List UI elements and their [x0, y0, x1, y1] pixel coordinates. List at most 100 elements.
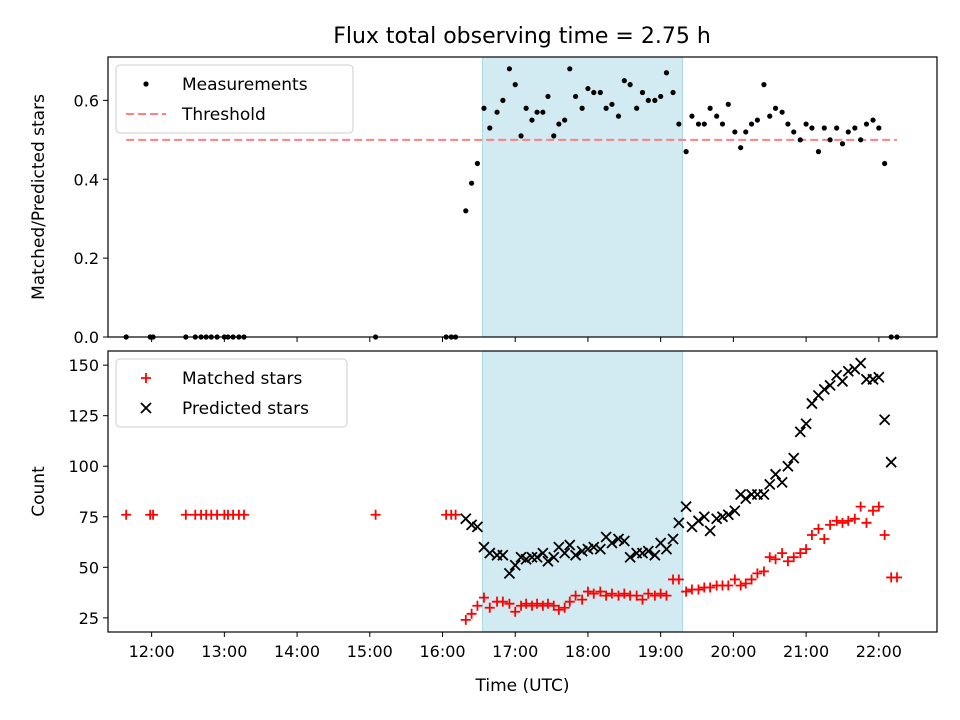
predicted-star-point [484, 547, 496, 559]
top-legend: Measurements Threshold [115, 64, 354, 134]
y-tick-label: 75 [79, 508, 99, 527]
matched-star-point [472, 600, 483, 611]
chart-title: Flux total observing time = 2.75 h [333, 24, 711, 49]
legend-box [115, 358, 348, 428]
matched-star-point [180, 509, 191, 520]
legend-label: Threshold [181, 105, 266, 125]
measurement-point [695, 121, 702, 127]
matched-star-point [484, 602, 495, 613]
matched-star-point [843, 515, 854, 526]
measurement-point [821, 125, 827, 131]
observing-window-band [482, 350, 683, 633]
matched-star-point [819, 534, 830, 545]
measurement-point [882, 160, 888, 167]
matched-star-point [673, 574, 684, 585]
matched-star-point [631, 590, 642, 601]
measurement-point [562, 117, 568, 123]
measurement-point [852, 125, 858, 131]
measurement-point [839, 141, 846, 147]
y-tick-label: 0.0 [74, 328, 99, 347]
measurement-point [551, 133, 557, 139]
legend-label: Matched stars [182, 369, 302, 389]
matched-star-point [532, 598, 543, 609]
measurement-point [545, 93, 551, 100]
measurement-point [621, 78, 627, 84]
bottom-y-axis-label: Count [29, 466, 49, 517]
predicted-star-point [503, 567, 516, 580]
bottom-legend: Matched stars Predicted stars [115, 358, 348, 428]
predicted-star-point [800, 418, 812, 430]
measurement-point [791, 129, 797, 135]
matched-star-point [649, 590, 660, 601]
matched-star-point [582, 586, 593, 597]
measurement-point [506, 66, 513, 72]
x-tick-label: 13:00 [201, 642, 247, 661]
matched-star-point [806, 529, 817, 540]
measurement-point [481, 105, 487, 111]
measurement-point [815, 149, 822, 155]
predicted-star-point [879, 414, 891, 426]
measurement-point [463, 208, 469, 214]
measurement-point [556, 121, 562, 127]
predicted-star-point [649, 549, 661, 561]
measurement-point [858, 137, 864, 143]
measurement-point [767, 113, 773, 119]
matched-star-point [705, 582, 716, 593]
matched-star-point [537, 600, 548, 611]
measurement-point [676, 121, 682, 127]
matched-star-point [643, 588, 654, 599]
matched-star-point [661, 590, 672, 601]
predicted-star-point [531, 551, 543, 563]
predicted-star-point [569, 549, 582, 561]
measurement-point [797, 137, 803, 143]
matched-star-point [450, 509, 461, 520]
matched-star-point [655, 588, 666, 599]
matched-star-point [801, 544, 812, 555]
measurement-point [732, 129, 738, 135]
matched-star-point [861, 517, 872, 528]
matched-star-point [577, 594, 588, 605]
measurement-point [494, 109, 500, 115]
matched-star-point [516, 600, 527, 611]
matched-star-point [595, 586, 606, 597]
predicted-star-point [594, 543, 606, 555]
matched-star-point [813, 523, 824, 534]
x-tick-label: 21:00 [783, 642, 829, 661]
predicted-star-point [542, 555, 554, 567]
measurement-point [845, 129, 851, 135]
predicted-star-point [704, 525, 716, 537]
x-tick-label: 22:00 [856, 642, 902, 661]
measurement-point [540, 109, 546, 115]
y-tick-label: 150 [68, 356, 99, 375]
y-tick-label: 0.4 [74, 170, 99, 189]
plot-frame [107, 56, 938, 338]
matched-star-point [837, 517, 848, 528]
predicted-star-point [509, 559, 521, 571]
matched-star-point [892, 572, 903, 583]
measurement-point [876, 125, 882, 131]
predicted-star-point [873, 371, 885, 383]
predicted-star-point [836, 375, 849, 387]
predicted-star-point [824, 379, 836, 392]
predicted-star-point [729, 505, 741, 517]
measurement-point [500, 97, 506, 103]
measurement-point [609, 101, 615, 107]
x-tick-label: 14:00 [274, 642, 320, 661]
legend-measurement-swatch [143, 81, 149, 87]
measurement-point [779, 109, 785, 115]
measurement-point [719, 121, 726, 127]
predicted-star-point [692, 515, 705, 527]
x-tick-label: 18:00 [565, 642, 611, 661]
measurement-point [670, 89, 676, 96]
matched-star-point [619, 588, 630, 599]
y-tick-label: 50 [79, 558, 99, 577]
predicted-star-point [618, 535, 630, 547]
x-tick-label: 16:00 [419, 642, 465, 661]
count-panel: 25 50 75 100 125 150 12:00 13:00 14:00 15:00 16:0… [29, 350, 938, 696]
matched-star-point [478, 592, 489, 603]
predicted-star-point [642, 545, 654, 557]
matched-star-point [588, 588, 599, 599]
measurement-point [534, 109, 540, 115]
measurement-point [827, 137, 833, 143]
top-y-axis-label: Matched/Predicted stars [29, 94, 49, 300]
